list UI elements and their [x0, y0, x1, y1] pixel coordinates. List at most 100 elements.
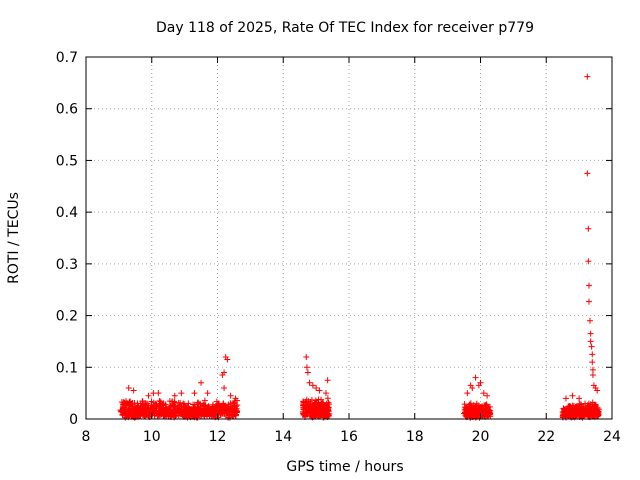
- data-point: [304, 405, 311, 412]
- data-point: [225, 401, 232, 408]
- data-point: [221, 369, 228, 376]
- data-point: [577, 406, 584, 413]
- data-point: [584, 73, 591, 80]
- data-point: [175, 407, 182, 414]
- data-point: [302, 406, 309, 413]
- data-point: [578, 412, 585, 419]
- data-point: [585, 298, 592, 305]
- data-point: [483, 413, 490, 420]
- data-point: [139, 412, 146, 419]
- data-point: [225, 406, 232, 413]
- data-point: [570, 402, 577, 409]
- data-point: [309, 382, 316, 389]
- data-point: [322, 390, 329, 397]
- data-point: [313, 384, 320, 391]
- data-point: [326, 401, 333, 408]
- data-point: [469, 384, 476, 391]
- data-point: [579, 414, 586, 421]
- data-point: [319, 401, 326, 408]
- data-point: [171, 408, 178, 415]
- data-point: [464, 390, 471, 397]
- data-point: [207, 408, 214, 415]
- data-point: [589, 366, 596, 373]
- data-point: [124, 411, 131, 418]
- axis-ticks: 8 10 12 14 16 18 20 22 24 0 0.1 0.2 0.3 0.4 0.5 0.6 0.7: [56, 50, 621, 445]
- data-point: [215, 403, 222, 410]
- data-point: [584, 170, 591, 177]
- data-point: [594, 407, 601, 414]
- y-tick-label: 0.2: [56, 309, 78, 325]
- data-point: [585, 258, 592, 265]
- data-point: [227, 392, 234, 399]
- data-point: [204, 390, 211, 397]
- data-point: [585, 400, 592, 407]
- data-point: [169, 398, 176, 405]
- data-point: [463, 405, 470, 412]
- x-tick-label: 12: [209, 429, 227, 445]
- data-point: [159, 410, 166, 417]
- y-tick-label: 0.5: [56, 153, 78, 169]
- data-point: [585, 282, 592, 289]
- data-point: [315, 410, 322, 417]
- data-point: [226, 414, 233, 421]
- data-point: [166, 408, 173, 415]
- data-point: [589, 359, 596, 366]
- data-point: [594, 387, 601, 394]
- data-point: [589, 372, 596, 379]
- data-point: [309, 411, 316, 418]
- data-point: [592, 402, 599, 409]
- data-point: [171, 392, 178, 399]
- data-point: [149, 406, 156, 413]
- data-point: [468, 411, 475, 418]
- data-point: [585, 225, 592, 232]
- data-point: [191, 390, 198, 397]
- y-tick-label: 0.4: [56, 205, 78, 221]
- x-tick-label: 24: [603, 429, 621, 445]
- data-point: [157, 398, 164, 405]
- x-tick-label: 18: [406, 429, 424, 445]
- data-point: [130, 407, 137, 414]
- data-point: [324, 395, 331, 402]
- data-point: [180, 400, 187, 407]
- data-point: [136, 412, 143, 419]
- x-tick-label: 22: [537, 429, 555, 445]
- data-point: [181, 403, 188, 410]
- data-point: [588, 343, 595, 350]
- data-point: [141, 413, 148, 420]
- data-point: [321, 407, 328, 414]
- data-point: [221, 384, 228, 391]
- data-point: [162, 401, 169, 408]
- data-point: [480, 390, 487, 397]
- data-point: [230, 400, 237, 407]
- y-tick-label: 0.7: [56, 50, 78, 66]
- data-point: [587, 330, 594, 337]
- data-point: [586, 317, 593, 324]
- data-point: [118, 399, 125, 406]
- data-point: [148, 398, 155, 405]
- data-point: [465, 409, 472, 416]
- data-point: [307, 402, 314, 409]
- chart-title: Day 118 of 2025, Rate Of TEC Index for r…: [156, 20, 534, 36]
- data-point: [172, 411, 179, 418]
- y-tick-label: 0.1: [56, 360, 78, 376]
- data-point: [470, 402, 477, 409]
- data-point: [589, 351, 596, 358]
- data-point: [466, 408, 473, 415]
- y-tick-label: 0: [69, 412, 78, 428]
- data-point: [560, 409, 567, 416]
- data-point: [483, 402, 490, 409]
- data-point: [178, 406, 185, 413]
- data-point: [175, 399, 182, 406]
- data-point: [231, 411, 238, 418]
- data-point: [564, 406, 571, 413]
- data-point: [581, 409, 588, 416]
- data-point: [155, 390, 162, 397]
- data-point: [314, 408, 321, 415]
- data-point: [134, 400, 141, 407]
- data-point: [473, 402, 480, 409]
- data-point: [201, 412, 208, 419]
- data-point: [195, 399, 202, 406]
- data-point: [159, 402, 166, 409]
- data-point: [119, 412, 126, 419]
